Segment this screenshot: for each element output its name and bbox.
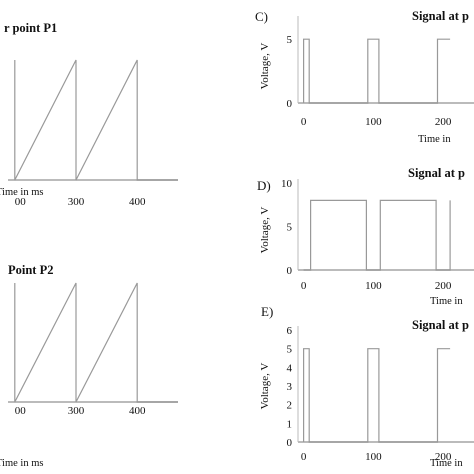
panel-title: Point P2 <box>8 263 53 277</box>
panel-e: 0 100 200 0 1 2 3 4 5 6 Signal at p E) Time in Voltag… <box>259 304 474 469</box>
panel-title: Signal at p <box>408 166 465 180</box>
y-tick-label: 0 <box>287 437 293 449</box>
x-axis-label: Time in <box>430 296 463 307</box>
y-tick-label: 0 <box>287 265 293 277</box>
x-tick-label: 400 <box>129 405 146 417</box>
x-tick-label: 100 <box>365 451 382 463</box>
y-axis-label: Voltage, V <box>259 363 271 410</box>
x-tick-label: 200 <box>435 280 452 292</box>
signal-line <box>303 38 451 104</box>
x-axis-label: Time in <box>418 134 451 145</box>
x-tick-label: 0 <box>301 451 307 463</box>
x-tick-label: 300 <box>68 196 85 208</box>
x-axis-label: Time in ms <box>0 458 43 469</box>
y-tick-label: 0 <box>287 98 293 110</box>
y-tick-label: 5 <box>287 222 293 234</box>
y-tick-label: 5 <box>287 34 293 46</box>
signal-line <box>303 199 451 271</box>
x-tick-label: 0 <box>301 116 307 128</box>
y-tick-label: 3 <box>287 381 293 393</box>
panel-letter: E) <box>261 304 273 319</box>
x-axis-label: Time in ms <box>0 187 43 198</box>
panel-b: 00 300 400 Point P2 Time in ms <box>0 263 178 469</box>
panel-title: r point P1 <box>4 21 57 35</box>
x-tick-label: 100 <box>365 280 382 292</box>
y-tick-label: 4 <box>287 362 293 374</box>
y-tick-label: 10 <box>281 178 293 190</box>
panel-d: 0 100 200 0 5 10 Signal at p D) Time in Voltage, … <box>257 166 474 307</box>
y-tick-label: 2 <box>287 400 293 412</box>
x-tick-label: 100 <box>365 116 382 128</box>
y-tick-label: 1 <box>287 418 293 430</box>
x-tick-label: 00 <box>15 405 27 417</box>
x-tick-label: 300 <box>68 405 85 417</box>
panel-letter: D) <box>257 178 271 193</box>
panel-title: Signal at p <box>412 318 469 332</box>
x-tick-label: 00 <box>15 196 27 208</box>
signal-line <box>14 59 178 181</box>
panel-title: Signal at p <box>412 9 469 23</box>
panel-letter: C) <box>255 9 268 24</box>
y-tick-label: 5 <box>287 344 293 356</box>
x-tick-label: 200 <box>435 116 452 128</box>
x-tick-label: 0 <box>301 280 307 292</box>
x-tick-label: 200 <box>435 451 452 463</box>
y-tick-label: 6 <box>287 325 293 337</box>
y-axis-label: Voltage, V <box>259 43 271 90</box>
panel-c: 0 100 200 0 5 Signal at p C) Time in Voltage, V <box>255 9 474 145</box>
y-axis-label: Voltage, V <box>259 207 271 254</box>
signal-line <box>303 348 451 443</box>
signal-line <box>14 282 178 403</box>
x-axis-label: Time in <box>430 458 463 469</box>
x-tick-label: 400 <box>129 196 146 208</box>
panel-a: 00 300 400 r point P1 Time in ms <box>0 21 178 208</box>
